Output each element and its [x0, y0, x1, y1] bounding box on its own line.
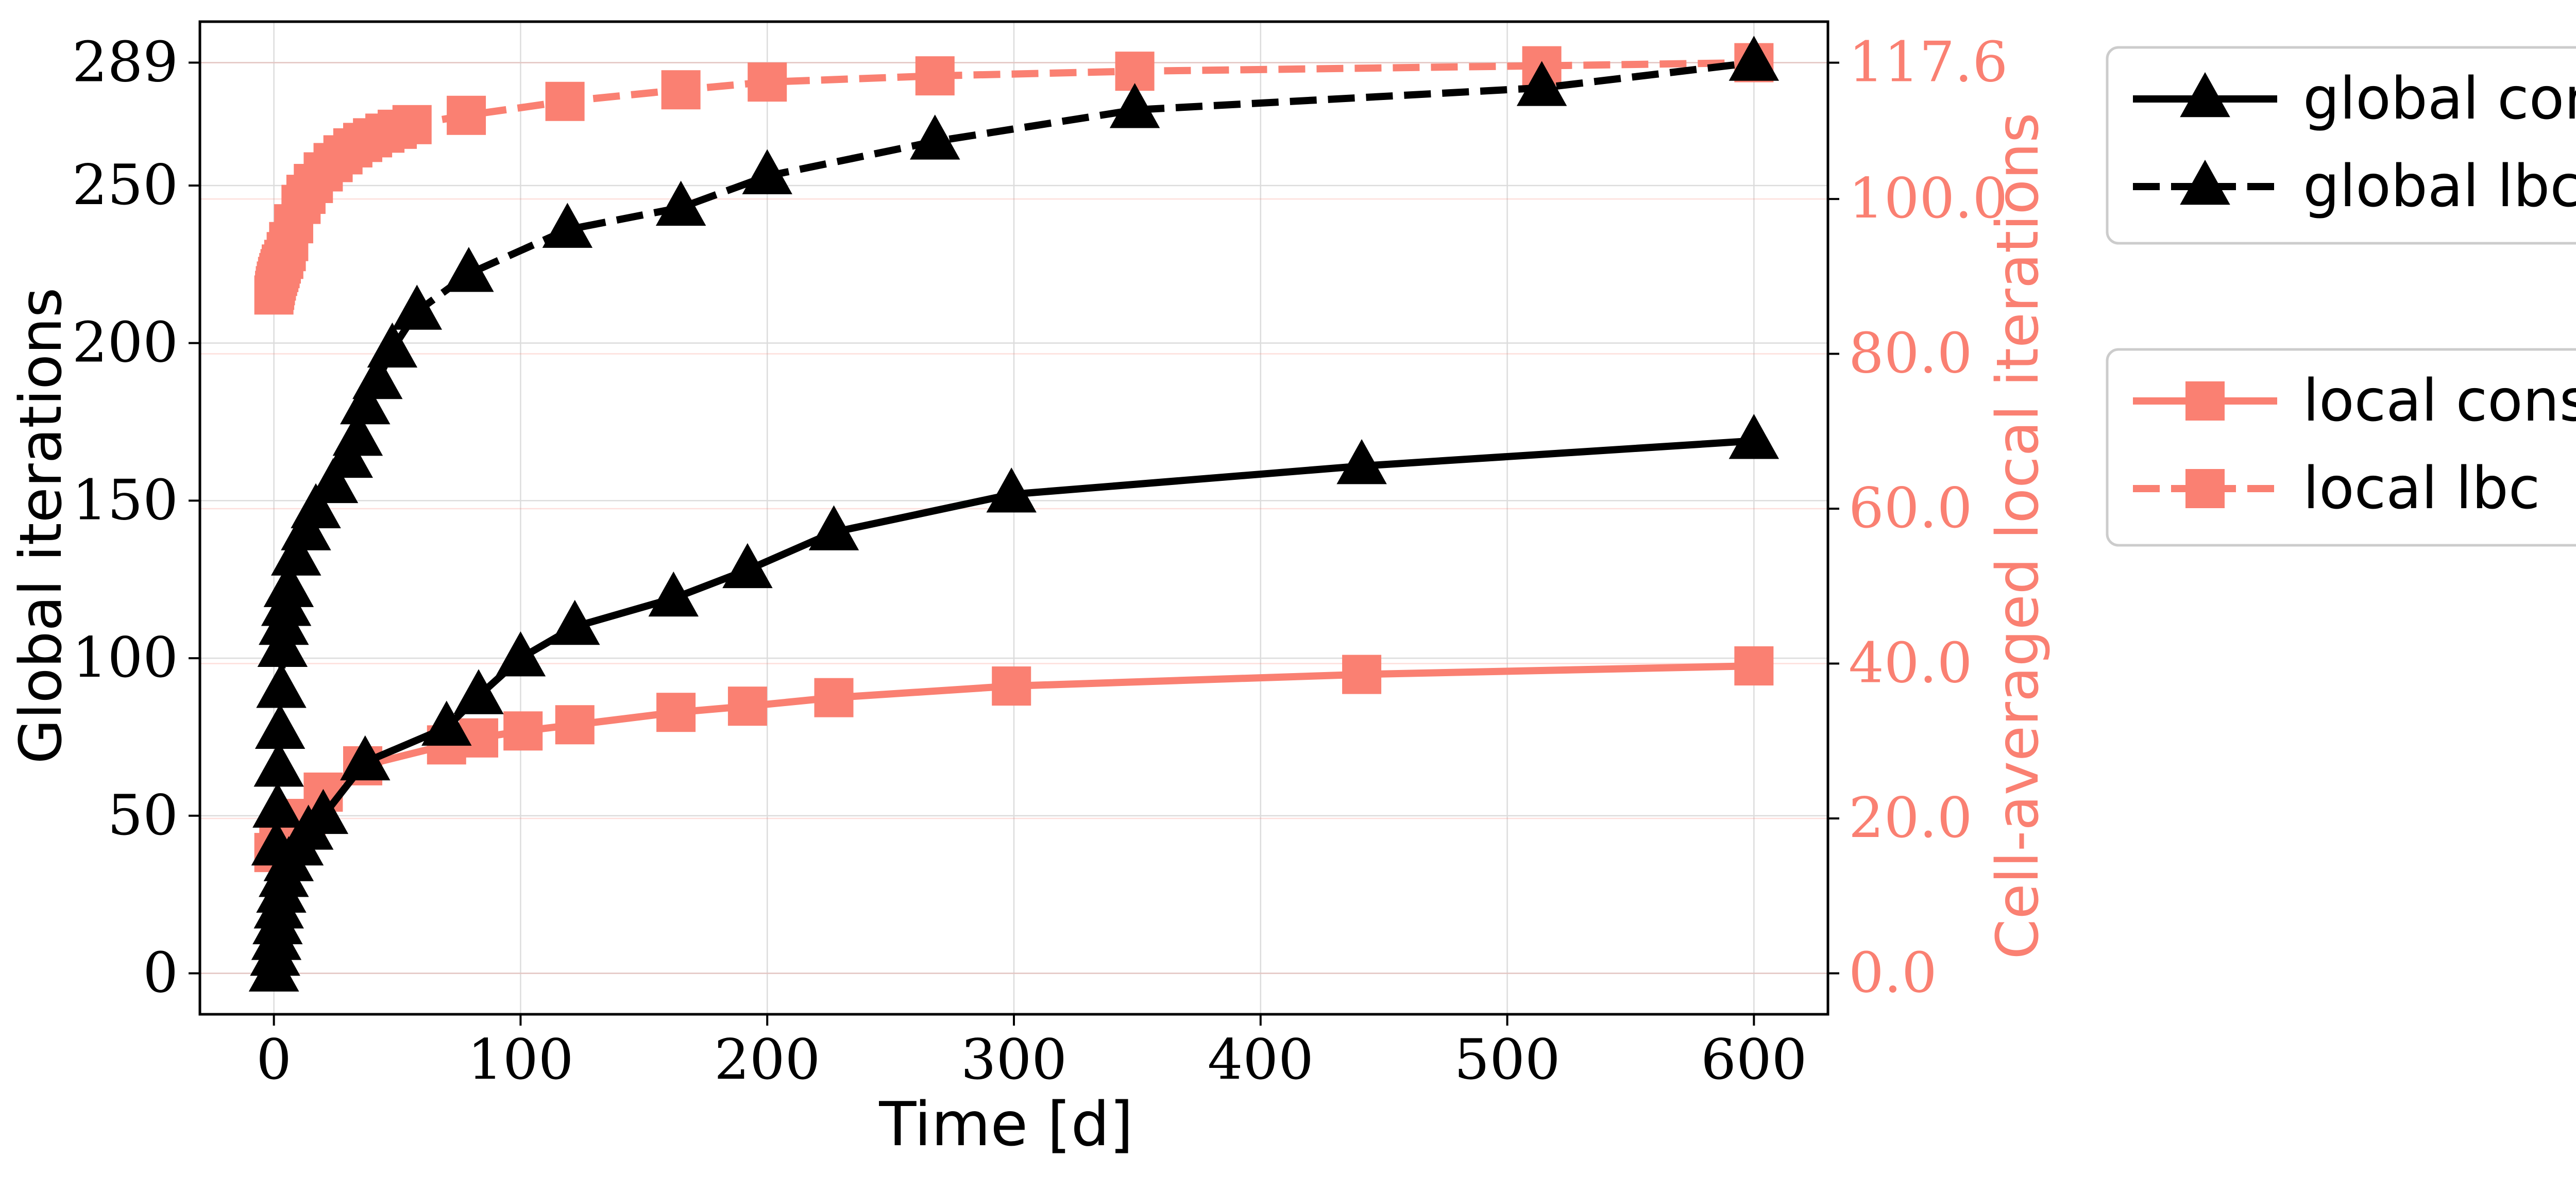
data-point-local-lbc: [545, 81, 585, 121]
data-point-global-const: [648, 571, 699, 617]
y-right-tick-label: 60.0: [1849, 476, 1972, 541]
y-right-tick-label: 80.0: [1849, 322, 1972, 386]
data-point-global-lbc: [1109, 83, 1160, 128]
data-point-local-lbc: [915, 56, 955, 96]
data-point-local-const: [555, 705, 595, 745]
data-point-local-const: [992, 666, 1031, 706]
data-point-global-lbc: [308, 458, 359, 504]
data-point-global-lbc: [910, 114, 960, 160]
legend-local: local const local lbc: [2106, 348, 2576, 547]
x-tick-label: 300: [961, 1028, 1067, 1092]
x-tick-label: 0: [256, 1028, 292, 1092]
data-point-local-lbc: [748, 62, 787, 102]
data-point-global-lbc: [352, 354, 403, 399]
y-right-tick-label: 117.6: [1849, 30, 2008, 95]
y-left-tick-label: 200: [72, 311, 178, 375]
legend-label: global const: [2303, 65, 2576, 132]
data-point-global-lbc: [392, 284, 443, 330]
data-point-local-lbc: [447, 95, 486, 135]
data-point-global-const: [722, 543, 773, 589]
data-point-global-lbc: [1516, 61, 1567, 106]
x-tick-label: 100: [467, 1028, 573, 1092]
y-left-tick-label: 50: [108, 783, 178, 848]
data-point-global-const: [808, 505, 859, 550]
legend-marker: [2185, 469, 2225, 508]
data-point-global-const: [453, 669, 504, 714]
y-right-tick-label: 40.0: [1849, 631, 1972, 696]
data-point-local-lbc: [661, 70, 701, 110]
y-left-tick-label: 150: [72, 468, 178, 532]
grid: [200, 22, 1828, 1014]
y-right-axis-label: Cell-averaged local iterations: [1985, 112, 2052, 959]
data-point-global-const: [1336, 439, 1387, 484]
data-point-local-const: [503, 711, 543, 751]
data-point-global-const: [1728, 414, 1780, 459]
y-left-axis-label: Global iterations: [8, 288, 75, 764]
series-local-lbc: [254, 43, 1774, 315]
y-right-tick-label: 0.0: [1849, 941, 1937, 1006]
data-point-local-const: [814, 678, 854, 717]
y-left-axis: 0 50 100 150 200 250 289: [72, 30, 200, 1006]
x-axis-label: Time [d]: [878, 1088, 1133, 1160]
data-point-local-const: [1342, 655, 1382, 694]
data-point-local-const: [1734, 646, 1774, 686]
data-point-global-lbc: [367, 322, 418, 368]
data-point-global-lbc: [332, 411, 383, 456]
data-point-global-lbc: [252, 782, 303, 828]
data-point-local-const: [656, 693, 696, 732]
x-tick-label: 500: [1454, 1028, 1561, 1092]
legend-global: global const global lbc: [2106, 46, 2576, 245]
data-point-global-lbc: [340, 379, 391, 425]
y-left-tick-label: 0: [143, 941, 178, 1006]
data-point-global-lbc: [655, 180, 706, 226]
x-tick-label: 400: [1208, 1028, 1314, 1092]
data-point-global-lbc: [256, 663, 307, 708]
y-left-tick-label: 289: [72, 30, 178, 94]
legend-label: global lbc: [2303, 153, 2576, 220]
legend-label: local const: [2303, 367, 2576, 434]
y-right-tick-label: 20.0: [1849, 786, 1972, 850]
data-point-global-lbc: [253, 742, 304, 787]
data-point-global-const: [421, 700, 472, 746]
data-point-global-lbc: [542, 203, 593, 248]
series-global-lbc: [248, 36, 1780, 992]
data-point-global-const: [986, 467, 1037, 513]
x-tick-label: 600: [1701, 1028, 1807, 1092]
data-point-local-const: [727, 686, 767, 726]
data-point-global-lbc: [255, 704, 306, 749]
data-point-global-lbc: [742, 149, 792, 194]
legend-marker: [2180, 159, 2230, 205]
legend-marker: [2180, 72, 2230, 118]
data-point-global-lbc: [1728, 36, 1780, 81]
data-point-global-const: [495, 631, 546, 677]
data-point-global-lbc: [291, 483, 341, 528]
y-left-tick-label: 250: [72, 153, 178, 217]
data-point-global-lbc: [271, 530, 321, 576]
x-axis: 0 100 200 300 400 500 600: [256, 1014, 1807, 1092]
x-tick-label: 200: [714, 1028, 820, 1092]
data-point-global-lbc: [248, 946, 299, 992]
data-point-global-lbc: [263, 562, 314, 607]
data-point-global-const: [298, 789, 349, 834]
data-point-global-const: [340, 735, 391, 781]
data-point-global-const: [550, 599, 600, 645]
data-point-local-lbc: [392, 105, 432, 144]
y-right-tick-label: 100.0: [1849, 166, 2008, 231]
data-point-global-lbc: [251, 820, 302, 866]
series-layer: [248, 36, 1780, 992]
legend-marker: [2185, 381, 2225, 421]
data-point-global-lbc: [444, 247, 494, 292]
y-right-axis: 0.0 20.0 40.0 60.0 80.0 100.0 117.6: [1828, 30, 2008, 1006]
y-left-tick-label: 100: [72, 626, 178, 690]
legend-label: local lbc: [2303, 455, 2540, 522]
